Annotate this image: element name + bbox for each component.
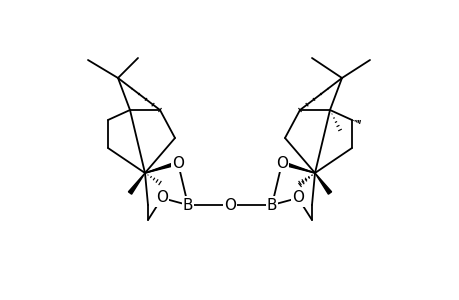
Polygon shape — [314, 173, 331, 194]
Polygon shape — [128, 173, 145, 194]
Polygon shape — [145, 161, 178, 173]
Text: O: O — [172, 155, 184, 170]
Text: B: B — [182, 197, 193, 212]
Text: B: B — [266, 197, 277, 212]
Text: O: O — [275, 155, 287, 170]
Text: O: O — [156, 190, 168, 206]
Text: O: O — [291, 190, 303, 206]
Polygon shape — [281, 161, 314, 173]
Text: O: O — [224, 197, 235, 212]
